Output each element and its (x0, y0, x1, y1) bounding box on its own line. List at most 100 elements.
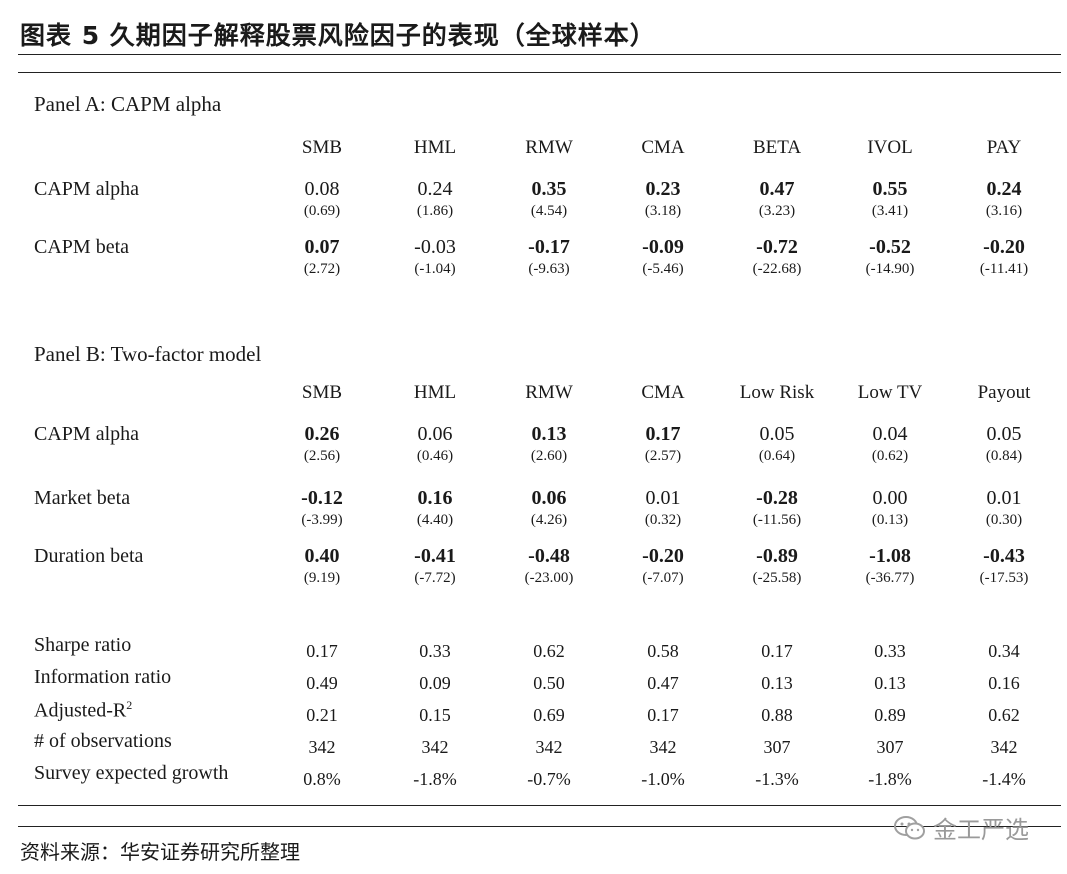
stat-value: 0.49 (306, 673, 338, 693)
stat-value: 342 (535, 737, 563, 757)
superscript: 2 (126, 698, 133, 712)
coefficient: 0.00 (872, 487, 908, 509)
coefficient: 0.23 (645, 178, 681, 200)
stat-value: 0.62 (533, 641, 565, 661)
column-header: PAY (986, 137, 1022, 158)
coefficient: 0.24 (417, 178, 453, 200)
stat-value: -1.4% (982, 769, 1026, 789)
stat-value: 342 (649, 737, 677, 757)
stat-value: -1.8% (413, 769, 457, 789)
coefficient: -0.12 (301, 487, 343, 509)
column-header: Low Risk (739, 382, 815, 403)
t-statistic: (-9.63) (528, 261, 570, 277)
column-header: SMB (301, 137, 343, 158)
t-statistic: (-7.72) (414, 570, 456, 586)
t-statistic: (-36.77) (865, 570, 915, 586)
stat-value: 0.13 (874, 673, 906, 693)
coefficient: 0.07 (304, 236, 340, 258)
t-statistic: (4.40) (416, 512, 454, 528)
coefficient: 0.08 (304, 178, 340, 200)
coefficient: 0.26 (304, 423, 340, 445)
row-label: Market beta (34, 487, 131, 509)
t-statistic: (-22.68) (752, 261, 802, 277)
t-statistic: (3.16) (985, 203, 1023, 219)
stat-value: 0.09 (419, 673, 451, 693)
coefficient: -0.20 (983, 236, 1025, 258)
stat-value: 0.33 (874, 641, 906, 661)
row-label: CAPM alpha (34, 423, 139, 445)
t-statistic: (0.13) (871, 512, 909, 528)
stat-value: 342 (990, 737, 1018, 757)
coefficient: 0.13 (531, 423, 567, 445)
stat-value: 0.34 (988, 641, 1020, 661)
figure-title: 图表 5 久期因子解释股票风险因子的表现（全球样本） (20, 21, 656, 50)
t-statistic: (2.72) (303, 261, 341, 277)
stat-value: 0.33 (419, 641, 451, 661)
stat-value: -0.7% (527, 769, 571, 789)
coefficient: -0.43 (983, 545, 1025, 567)
stat-label: Adjusted-R2 (34, 698, 133, 722)
coefficient: 0.16 (417, 487, 453, 509)
stat-value: 0.21 (306, 705, 338, 725)
source-rule (18, 826, 1061, 827)
coefficient: -0.72 (756, 236, 798, 258)
stat-value: 0.89 (874, 705, 906, 725)
column-header: Payout (977, 382, 1031, 403)
coefficient: -0.48 (528, 545, 570, 567)
coefficient: 0.06 (417, 423, 453, 445)
stat-value: 307 (876, 737, 904, 757)
column-header: Low TV (857, 382, 923, 403)
t-statistic: (0.30) (985, 512, 1023, 528)
t-statistic: (0.69) (303, 203, 341, 219)
stat-value: -1.8% (868, 769, 912, 789)
coefficient: 0.17 (645, 423, 681, 445)
row-label: CAPM beta (34, 236, 129, 258)
t-statistic: (2.60) (530, 448, 568, 464)
stat-value: -1.0% (641, 769, 685, 789)
coefficient: -0.41 (414, 545, 456, 567)
t-statistic: (2.56) (303, 448, 341, 464)
stat-value: -1.3% (755, 769, 799, 789)
watermark-text: 金工严选 (933, 816, 1029, 844)
coefficient: -0.09 (642, 236, 684, 258)
stat-value: 0.47 (647, 673, 679, 693)
t-statistic: (2.57) (644, 448, 682, 464)
t-statistic: (-23.00) (524, 570, 574, 586)
t-statistic: (-5.46) (642, 261, 684, 277)
t-statistic: (0.32) (644, 512, 682, 528)
row-label: Duration beta (34, 545, 144, 567)
t-statistic: (-11.41) (979, 261, 1029, 277)
coefficient: 0.01 (986, 487, 1022, 509)
t-statistic: (4.54) (530, 203, 568, 219)
coefficient: -0.28 (756, 487, 798, 509)
table-top-rule (18, 72, 1061, 73)
stat-label: Survey expected growth (34, 762, 229, 784)
title-rule (18, 54, 1061, 55)
stat-value: 342 (421, 737, 449, 757)
stat-value: 0.58 (647, 641, 679, 661)
t-statistic: (3.23) (758, 203, 796, 219)
t-statistic: (-7.07) (642, 570, 684, 586)
stat-value: 342 (308, 737, 336, 757)
source-note: 资料来源：华安证券研究所整理 (20, 840, 300, 864)
stat-value: 0.88 (761, 705, 793, 725)
t-statistic: (-14.90) (865, 261, 915, 277)
coefficient: 0.40 (304, 545, 340, 567)
t-statistic: (-11.56) (752, 512, 802, 528)
panel-b-label: Panel B: Two-factor model (34, 342, 262, 366)
stat-value: 0.69 (533, 705, 565, 725)
t-statistic: (0.46) (416, 448, 454, 464)
stat-value: 0.17 (647, 705, 679, 725)
coefficient: 0.47 (759, 178, 795, 200)
coefficient: -1.08 (869, 545, 911, 567)
t-statistic: (3.41) (871, 203, 909, 219)
column-header: SMB (301, 382, 343, 403)
t-statistic: (4.26) (530, 512, 568, 528)
coefficient: 0.05 (759, 423, 795, 445)
column-header: CMA (641, 137, 685, 158)
stat-value: 0.62 (988, 705, 1020, 725)
table-bottom-rule (18, 805, 1061, 806)
t-statistic: (3.18) (644, 203, 682, 219)
wechat-icon (894, 815, 925, 839)
stat-value: 0.13 (761, 673, 793, 693)
